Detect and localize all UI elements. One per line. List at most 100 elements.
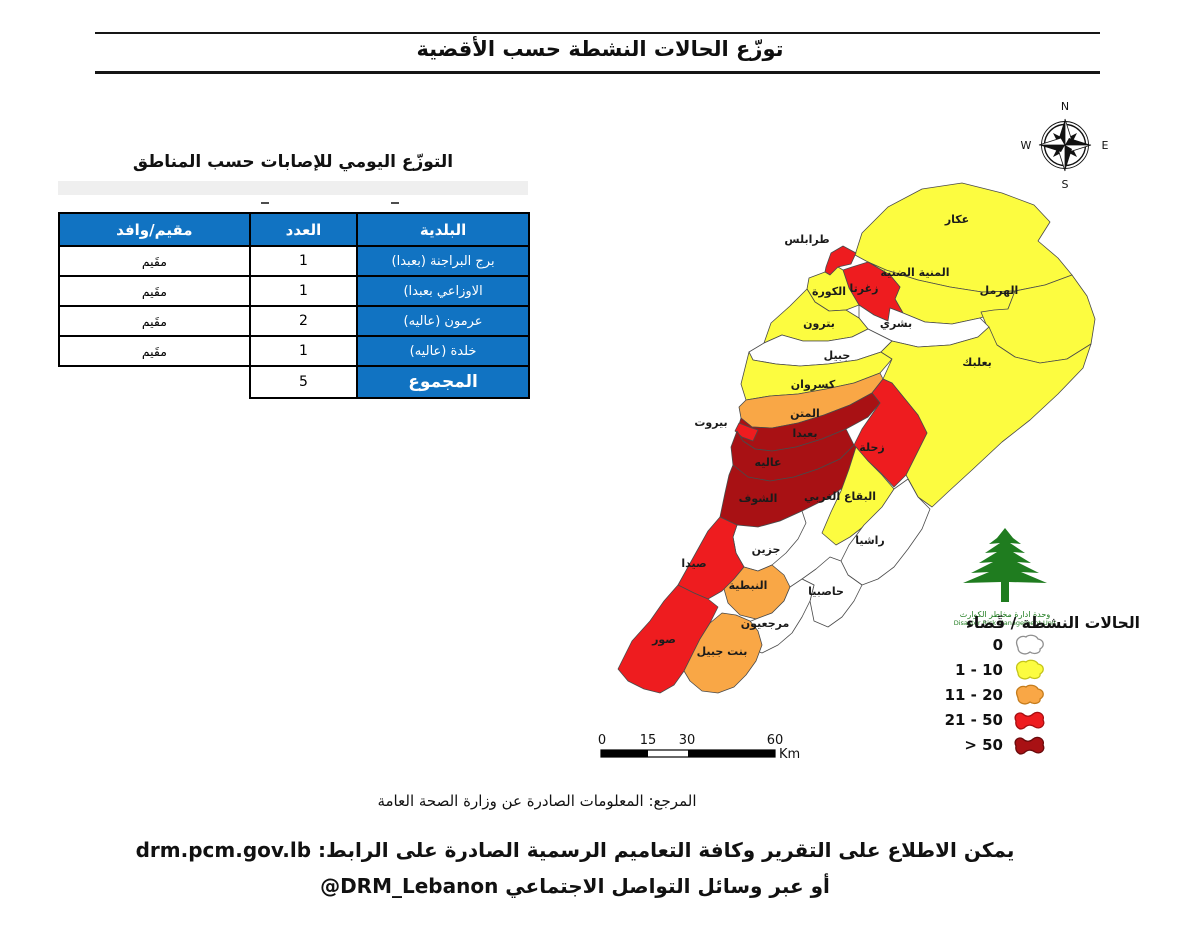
scale-tick: 30 (679, 733, 696, 748)
district-label-koura: الكورة (812, 285, 846, 298)
district-label-saida: صيدا (681, 557, 706, 570)
district-shape-saida (677, 516, 745, 600)
district-label-batroun: بترون (803, 317, 835, 330)
status-cell: مقَيم (58, 245, 251, 277)
artifact-dash (261, 202, 269, 204)
cedar-tree-icon (963, 528, 1047, 602)
scale-unit: Km (779, 747, 800, 762)
legend-swatch-icon (1015, 684, 1044, 704)
legend-item-label: 11 - 20 (944, 685, 1003, 704)
legend-item-0: 0 (918, 632, 1158, 657)
scale-tick: 60 (767, 733, 784, 748)
municipality-cell: خلدة (عاليه) (356, 335, 530, 367)
legend-item-11-20: 11 - 20 (918, 682, 1158, 707)
count-cell: 2 (248, 305, 359, 337)
district-label-bintjbeil: بنت جبيل (697, 645, 748, 658)
district-shape-beirut (734, 422, 759, 442)
count-cell: 1 (248, 335, 359, 367)
district-label-tripoli: طرابلس (784, 233, 829, 246)
table-row: الاوزاعي بعبدا) 1 مقَيم (58, 275, 530, 307)
district-shapes: عكار طرابلس المنية الضنية الهرمل زغرتا الكورة… (617, 182, 1096, 694)
legend-swatch-icon (1015, 634, 1044, 654)
legend-item-label: 1 - 10 (955, 660, 1003, 679)
report-link-line: يمكن الاطلاع على التقرير وكافة التعاميم … (135, 838, 1015, 862)
map-scale-bar: 0 15 30 60 Km (598, 733, 800, 762)
compass-west-label: W (1021, 139, 1032, 152)
artifact-dash (391, 202, 399, 204)
count-cell: 1 (248, 245, 359, 277)
total-count-cell: 5 (248, 365, 359, 399)
municipality-cell: برج البراجنة (بعبدا) (356, 245, 530, 277)
legend-item-label: 0 (992, 635, 1003, 654)
district-label-marjayoun: مرجعيون (741, 617, 790, 630)
district-label-zgharta: زغرتا (850, 282, 879, 295)
lebanon-districts-map: N E S W عكار طرابلس المنية الضنية الهرمل زغر… (598, 100, 1109, 762)
district-label-hasbaya: حاصبيا (808, 585, 844, 598)
legend-swatch-icon (1014, 736, 1045, 755)
compass-north-label: N (1061, 100, 1069, 113)
legend-title: الحالات النشطة / قَضاء (966, 614, 1140, 632)
scale-tick: 15 (640, 733, 657, 748)
status-header: مقيم/وافد (58, 212, 251, 247)
district-label-nabatieh: النبطية (729, 579, 768, 592)
district-label-keserwan: كسروان (791, 378, 836, 391)
legend-item-label: 21 - 50 (944, 710, 1003, 729)
district-label-jezzine: جزين (752, 543, 781, 556)
district-label-metn: المتن (790, 407, 820, 420)
district-label-westbekaa: البقاع الغربي (804, 490, 876, 503)
logo-arabic-name: وحدة ادارة مخاطر الكوارث (959, 610, 1051, 619)
district-label-baabda: بعبدا (793, 427, 818, 440)
district-label-aley: عاليه (755, 456, 782, 469)
regions-table-section: التوزّع اليومي للإصابات حسب المناطق البل… (58, 152, 530, 399)
table-row: برج البراجنة (بعبدا) 1 مقَيم (58, 245, 530, 277)
district-label-rachaya: راشيا (855, 534, 885, 547)
municipality-header: البلدية (356, 212, 530, 247)
legend-item-label: > 50 (964, 735, 1003, 754)
daily-cases-table: البلدية العدد مقيم/وافد برج البراجنة (بع… (58, 212, 530, 399)
legend-rows: 0 1 - 10 11 - 20 21 - 50 > 50 (918, 632, 1158, 757)
map-legend: الحالات النشطة / قَضاء 0 1 - 10 11 - 20 21 … (918, 614, 1158, 757)
table-row: خلدة (عاليه) 1 مقَيم (58, 335, 530, 367)
empty-cell (59, 366, 250, 398)
district-label-chouf: الشوف (739, 492, 778, 505)
scale-tick: 0 (598, 733, 606, 748)
status-cell: مقَيم (58, 335, 251, 367)
district-shape-bintjbeil (683, 612, 763, 694)
district-label-beirut: بيروت (694, 416, 727, 429)
district-labels: عكار طرابلس المنية الضنية الهرمل زغرتا الكورة… (651, 213, 1018, 658)
legend-swatch-icon (1014, 711, 1045, 730)
status-cell: مقَيم (58, 275, 251, 307)
district-shape-westbekaa (821, 446, 895, 546)
district-label-tyre: صور (651, 633, 676, 646)
status-cell: مقَيم (58, 305, 251, 337)
district-label-zahle: زحلة (859, 441, 884, 454)
table-row: عرمون (عاليه) 2 مقَيم (58, 305, 530, 337)
district-shape-zahle (853, 378, 928, 488)
district-label-minieh: المنية الضنية (880, 266, 949, 279)
title-rule-top (95, 32, 1100, 34)
table-title: التوزّع اليومي للإصابات حسب المناطق (132, 152, 454, 172)
social-media-line: أو عبر وسائل التواصل الاجتماعي DRM_Leban… (320, 874, 830, 898)
compass-south-label: S (1062, 178, 1069, 191)
logo-english-name: Disaster Risk Management Unit (953, 619, 1057, 627)
district-label-akkar: عكار (944, 213, 969, 226)
legend-item->50: > 50 (918, 732, 1158, 757)
district-label-hermel: الهرمل (980, 284, 1019, 297)
page-title: توزّع الحالات النشطة حسب الأقضية (416, 37, 784, 61)
district-label-bcharre: بشري (880, 317, 912, 330)
total-label-cell: المجموع (356, 365, 530, 399)
legend-item-21-50: 21 - 50 (918, 707, 1158, 732)
district-label-baalbek: بعلبك (962, 356, 992, 369)
source-note: المرجع: المعلومات الصادرة عن وزارة الصحة… (377, 792, 697, 810)
district-shape-rachaya (840, 478, 931, 586)
screenshot-artifact-band (58, 181, 528, 195)
district-label-jbeil: جبيل (824, 349, 851, 362)
count-header: العدد (248, 212, 359, 247)
count-cell: 1 (248, 275, 359, 307)
municipality-cell: عرمون (عاليه) (356, 305, 530, 337)
drm-logo: وحدة ادارة مخاطر الكوارث Disaster Risk M… (950, 526, 1060, 627)
district-shape-tyre (617, 584, 719, 694)
legend-item-1-10: 1 - 10 (918, 657, 1158, 682)
municipality-cell: الاوزاعي بعبدا) (356, 275, 530, 307)
title-rule-bottom (95, 71, 1100, 74)
